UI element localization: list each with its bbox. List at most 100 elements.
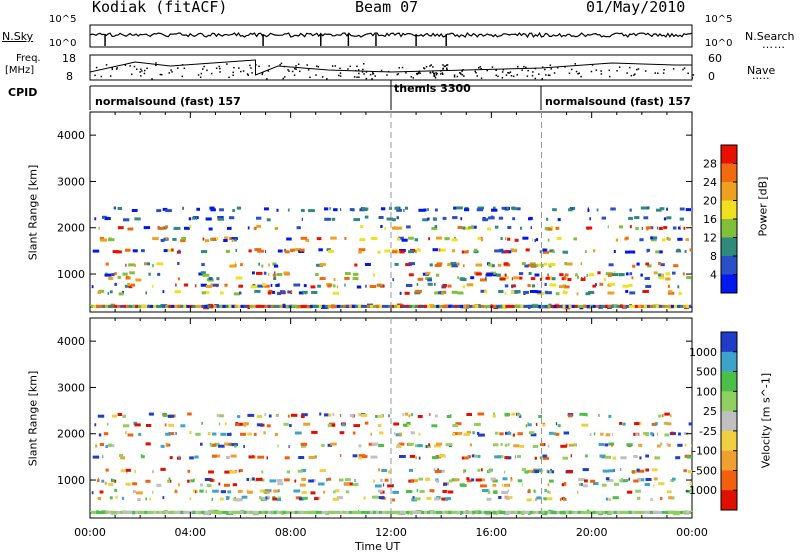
echo-cell [451, 478, 457, 482]
echo-cell [287, 208, 290, 212]
nave-point [575, 70, 578, 73]
nave-point [418, 70, 421, 73]
echo-cell [408, 414, 411, 418]
ground-scatter-cell [535, 510, 539, 514]
ground-scatter-cell [372, 510, 377, 514]
echo-cell [114, 282, 117, 286]
echo-cell [480, 238, 483, 242]
ground-scatter-cell [342, 304, 346, 308]
echo-cell [105, 217, 111, 220]
ground-scatter-cell [348, 510, 353, 514]
echo-cell [547, 238, 550, 242]
ground-scatter-cell [264, 510, 268, 514]
ground-scatter-cell [252, 304, 256, 308]
echo-cell [286, 237, 292, 241]
echo-cell [105, 262, 109, 266]
ground-scatter-cell [351, 510, 356, 514]
echo-cell [504, 237, 507, 241]
echo-cell [277, 482, 284, 486]
ground-scatter-cell [427, 510, 431, 514]
echo-cell [256, 216, 262, 220]
nave-point [250, 67, 252, 69]
echo-cell [664, 412, 670, 416]
echo-cell [564, 498, 567, 501]
echo-cell [339, 208, 342, 211]
echo-cell [549, 249, 554, 253]
ground-scatter-cell [303, 304, 307, 308]
echo-cell [634, 422, 640, 426]
echo-cell [180, 239, 186, 243]
echo-cell [475, 272, 482, 276]
echo-cell [128, 263, 135, 267]
echo-cell [568, 414, 573, 418]
echo-cell [396, 443, 401, 447]
ground-scatter-cell [532, 510, 536, 514]
echo-cell [624, 479, 629, 483]
ground-scatter-cell [126, 304, 130, 308]
echo-cell [501, 491, 508, 495]
echo-cell [314, 455, 317, 459]
ground-scatter-cell [267, 510, 271, 514]
echo-cell [451, 264, 459, 268]
ground-scatter-cell [592, 510, 596, 514]
echo-cell [352, 277, 359, 281]
echo-cell [121, 496, 125, 500]
xtick-label: 20:00 [576, 526, 608, 539]
nave-point [654, 72, 656, 74]
echo-cell [219, 208, 224, 212]
echo-cell [546, 497, 553, 501]
ground-scatter-cell [686, 510, 690, 514]
echo-cell [573, 237, 577, 241]
ground-scatter-cell [580, 510, 584, 514]
echo-cell [666, 216, 672, 220]
ground-scatter-cell [273, 510, 277, 514]
echo-cell [474, 454, 478, 458]
echo-cell [434, 282, 436, 286]
echo-cell [482, 489, 489, 492]
echo-cell [564, 262, 568, 266]
echo-cell [238, 284, 243, 288]
echo-cell [224, 422, 227, 426]
echo-cell [167, 479, 170, 483]
echo-cell [177, 277, 180, 281]
echo-cell [666, 422, 672, 426]
nave-point [347, 68, 349, 70]
freq-panel-frame [89, 54, 693, 81]
echo-cell [125, 248, 131, 252]
echo-cell [429, 413, 431, 416]
echo-cell [237, 422, 244, 426]
echo-cell [231, 239, 234, 243]
ground-scatter-cell [631, 304, 635, 308]
echo-cell [498, 216, 504, 220]
echo-cell [163, 249, 168, 253]
echo-cell [371, 442, 379, 446]
echo-cell [511, 277, 513, 281]
echo-cell [215, 454, 221, 458]
echo-cell [512, 207, 518, 211]
nave-point [170, 69, 172, 71]
nave-point [353, 76, 356, 78]
nave-point [365, 71, 368, 73]
ground-scatter-cell [240, 304, 244, 308]
ground-scatter-cell [129, 304, 133, 308]
colorbar-frame [720, 331, 738, 511]
ground-scatter-cell [523, 510, 527, 514]
echo-cell [317, 284, 321, 288]
echo-cell [504, 250, 509, 254]
colorbar-tick-label: -25 [699, 425, 717, 438]
echo-cell [403, 423, 408, 427]
ground-scatter-cell [412, 304, 416, 308]
echo-cell [276, 498, 282, 502]
echo-cell [410, 431, 415, 435]
nave-point [331, 65, 334, 67]
echo-cell [643, 432, 645, 436]
nave-point [387, 70, 390, 73]
echo-cell [501, 250, 506, 254]
nave-point [462, 69, 464, 71]
echo-cell [232, 483, 238, 487]
ground-scatter-cell [177, 510, 181, 514]
echo-cell [419, 490, 425, 493]
ground-scatter-cell [318, 304, 322, 308]
